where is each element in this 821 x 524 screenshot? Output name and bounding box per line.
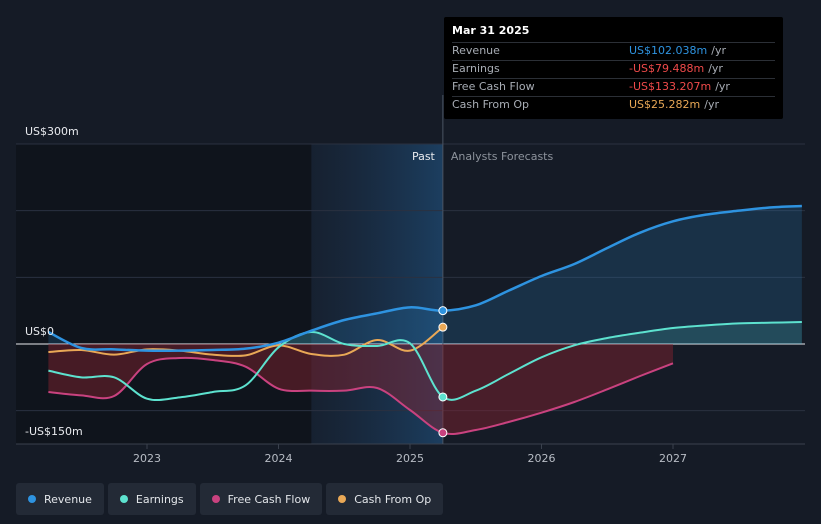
earnings-area xyxy=(48,322,802,344)
tooltip-unit: /yr xyxy=(711,44,726,57)
tooltip-label: Earnings xyxy=(452,62,500,75)
x-tick-label: 2026 xyxy=(528,452,556,465)
legend-dot-icon xyxy=(119,495,128,503)
tooltip-row-earnings: Earnings -US$79.488m /yr xyxy=(452,60,775,78)
cfo-marker xyxy=(438,322,448,332)
past-label: Past xyxy=(412,150,436,163)
chart: US$300m US$0 -US$150m 2023 2024 2025 2026 2027 P… xyxy=(16,95,805,465)
x-tick-label: 2027 xyxy=(659,452,687,465)
tooltip-value: -US$79.488m xyxy=(629,62,705,75)
tooltip-unit: /yr xyxy=(708,62,723,75)
cfo-line xyxy=(48,326,444,358)
earnings-line xyxy=(48,321,802,402)
revenue-line xyxy=(47,204,802,353)
tooltip: Mar 31 2025 Revenue US$102.038m /yr Earn… xyxy=(444,17,783,119)
tooltip-row-fcf: Free Cash Flow -US$133.207m /yr xyxy=(452,78,775,96)
tooltip-row-revenue: Revenue US$102.038m /yr xyxy=(452,42,775,60)
legend-label: Cash From Op xyxy=(354,492,432,506)
legend-item-revenue[interactable]: Revenue xyxy=(16,483,104,515)
x-tick-label: 2025 xyxy=(396,452,424,465)
forecast-label: Analysts Forecasts xyxy=(451,150,554,163)
legend: Revenue Earnings Free Cash Flow Cash Fro… xyxy=(16,483,444,515)
tooltip-label: Cash From Op xyxy=(452,98,530,111)
legend-label: Revenue xyxy=(44,492,92,506)
legend-item-cash-from-op[interactable]: Cash From Op xyxy=(326,483,444,515)
tooltip-value: -US$133.207m xyxy=(629,80,712,93)
tooltip-value: US$102.038m xyxy=(629,44,708,57)
legend-dot-icon xyxy=(338,495,347,503)
fcf-line xyxy=(48,356,674,436)
tooltip-unit: /yr xyxy=(704,98,719,111)
tooltip-row-cfo: Cash From Op US$25.282m /yr xyxy=(452,96,775,114)
legend-dot-icon xyxy=(211,495,220,503)
x-tick-label: 2024 xyxy=(265,452,293,465)
y-tick-label: -US$150m xyxy=(25,425,83,438)
x-tick-label: 2023 xyxy=(133,452,161,465)
y-tick-label: US$300m xyxy=(25,125,79,138)
fcf-marker xyxy=(438,428,448,438)
tooltip-date: Mar 31 2025 xyxy=(452,24,530,37)
highlight-band xyxy=(311,144,443,444)
negative-area xyxy=(48,344,673,435)
legend-item-earnings[interactable]: Earnings xyxy=(107,483,196,515)
tooltip-label: Revenue xyxy=(452,44,500,57)
revenue-area xyxy=(48,206,802,344)
legend-label: Free Cash Flow xyxy=(227,492,311,506)
tooltip-label: Free Cash Flow xyxy=(452,80,535,93)
tooltip-unit: /yr xyxy=(715,80,730,93)
legend-dot-icon xyxy=(28,495,36,503)
revenue-marker xyxy=(438,306,448,316)
y-tick-label: US$0 xyxy=(25,325,54,338)
earnings-marker xyxy=(438,392,448,402)
tooltip-value: US$25.282m xyxy=(629,98,701,111)
legend-item-free-cash-flow[interactable]: Free Cash Flow xyxy=(199,483,323,515)
legend-label: Earnings xyxy=(135,492,184,506)
